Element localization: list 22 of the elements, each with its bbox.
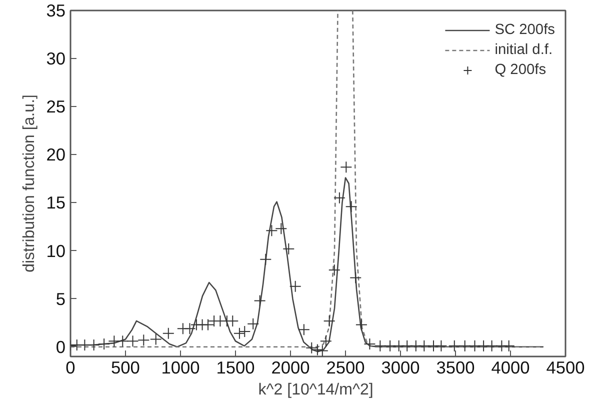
x-tick-label: 4500 — [546, 358, 585, 378]
y-tick-label: 0 — [56, 336, 66, 357]
y-tick-label: 5 — [56, 288, 66, 309]
y-tick-label: 35 — [46, 0, 66, 20]
x-axis-title: k^2 [10^14/m^2] — [258, 382, 374, 398]
x-tick-label: 3000 — [381, 358, 420, 378]
legend-label: Q 200fs — [494, 62, 546, 78]
y-axis-title: distribution function [a.u.] — [21, 94, 38, 272]
y-tick-label: 20 — [46, 144, 66, 165]
x-tick-label: 2000 — [271, 358, 310, 378]
x-tick-label: 2500 — [326, 358, 365, 378]
x-tick-label: 4000 — [491, 358, 530, 378]
legend-label: initial d.f. — [494, 42, 553, 58]
y-tick-label: 10 — [46, 240, 66, 261]
y-tick-label: 15 — [46, 192, 66, 213]
legend-label: SC 200fs — [494, 22, 555, 38]
x-tick-label: 3500 — [436, 358, 475, 378]
y-tick-label: 30 — [46, 48, 66, 69]
x-tick-label: 500 — [111, 358, 140, 378]
y-tick-label: 25 — [46, 96, 66, 117]
x-tick-label: 1000 — [161, 358, 200, 378]
x-tick-label: 1500 — [216, 358, 255, 378]
